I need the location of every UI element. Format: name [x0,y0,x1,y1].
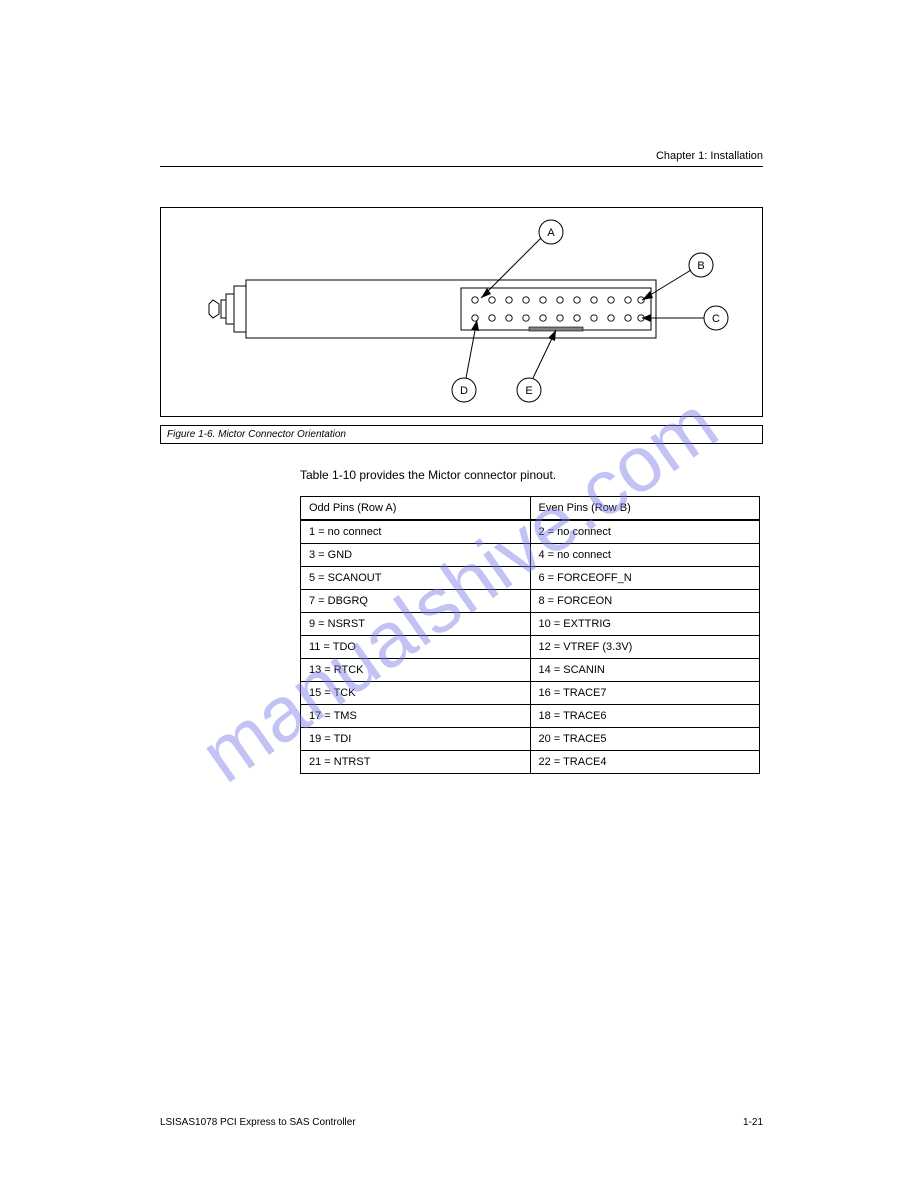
table-cell: 7 = DBGRQ [301,590,531,613]
table-row: 7 = DBGRQ8 = FORCEON [301,590,760,613]
svg-text:A: A [547,227,555,239]
table-row: 21 = NTRST22 = TRACE4 [301,751,760,774]
pinout-table: Odd Pins (Row A)Even Pins (Row B)1 = no … [300,496,760,774]
table-cell: Even Pins (Row B) [530,497,760,521]
svg-text:C: C [712,313,720,325]
header-rule [160,166,763,167]
table-cell: Odd Pins (Row A) [301,497,531,521]
table-cell: 2 = no connect [530,520,760,544]
connector-svg: A B C D E [161,208,764,416]
table-cell: 12 = VTREF (3.3V) [530,636,760,659]
page-content: Chapter 1: Installation [0,0,918,774]
table-row: 5 = SCANOUT6 = FORCEOFF_N [301,567,760,590]
table-row: 17 = TMS18 = TRACE6 [301,705,760,728]
svg-text:E: E [525,385,532,397]
svg-text:B: B [697,260,704,272]
table-header-row: Odd Pins (Row A)Even Pins (Row B) [301,497,760,521]
table-cell: 3 = GND [301,544,531,567]
table-cell: 1 = no connect [301,520,531,544]
table-cell: 8 = FORCEON [530,590,760,613]
page-header: Chapter 1: Installation [160,150,763,166]
table-cell: 17 = TMS [301,705,531,728]
table-cell: 15 = TCK [301,682,531,705]
table-row: 15 = TCK16 = TRACE7 [301,682,760,705]
footer-right: 1-21 [743,1117,763,1128]
table-cell: 6 = FORCEOFF_N [530,567,760,590]
table-cell: 10 = EXTTRIG [530,613,760,636]
table-cell: 16 = TRACE7 [530,682,760,705]
table-cell: 13 = RTCK [301,659,531,682]
figure-diagram: A B C D E [160,207,763,417]
figure-caption: Figure 1-6. Mictor Connector Orientation [160,425,763,444]
footer-left: LSISAS1078 PCI Express to SAS Controller [160,1117,356,1128]
table-row: 19 = TDI20 = TRACE5 [301,728,760,751]
table-cell: 11 = TDO [301,636,531,659]
table-cell: 14 = SCANIN [530,659,760,682]
svg-text:D: D [460,385,468,397]
table-cell: 19 = TDI [301,728,531,751]
table-row: 1 = no connect2 = no connect [301,520,760,544]
table-row: 11 = TDO12 = VTREF (3.3V) [301,636,760,659]
table-cell: 4 = no connect [530,544,760,567]
table-cell: 20 = TRACE5 [530,728,760,751]
table-row: 9 = NSRST10 = EXTTRIG [301,613,760,636]
table-cell: 5 = SCANOUT [301,567,531,590]
table-row: 13 = RTCK14 = SCANIN [301,659,760,682]
table-cell: 21 = NTRST [301,751,531,774]
table-row: 3 = GND4 = no connect [301,544,760,567]
table-cell: 9 = NSRST [301,613,531,636]
table-cell: 22 = TRACE4 [530,751,760,774]
table-cell: 18 = TRACE6 [530,705,760,728]
table-intro: Table 1-10 provides the Mictor connector… [160,468,763,482]
